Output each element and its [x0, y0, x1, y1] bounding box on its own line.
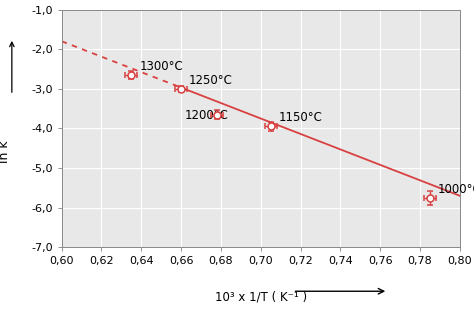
- Text: 1000°C: 1000°C: [438, 183, 474, 196]
- Text: 10³ x 1/T ( K⁻¹ ): 10³ x 1/T ( K⁻¹ ): [215, 290, 307, 303]
- Text: 1250°C: 1250°C: [189, 74, 233, 87]
- Text: 1150°C: 1150°C: [279, 111, 322, 125]
- Text: 1300°C: 1300°C: [139, 60, 183, 73]
- Text: ln k: ln k: [0, 141, 11, 164]
- Text: 1200°C: 1200°C: [185, 109, 229, 122]
